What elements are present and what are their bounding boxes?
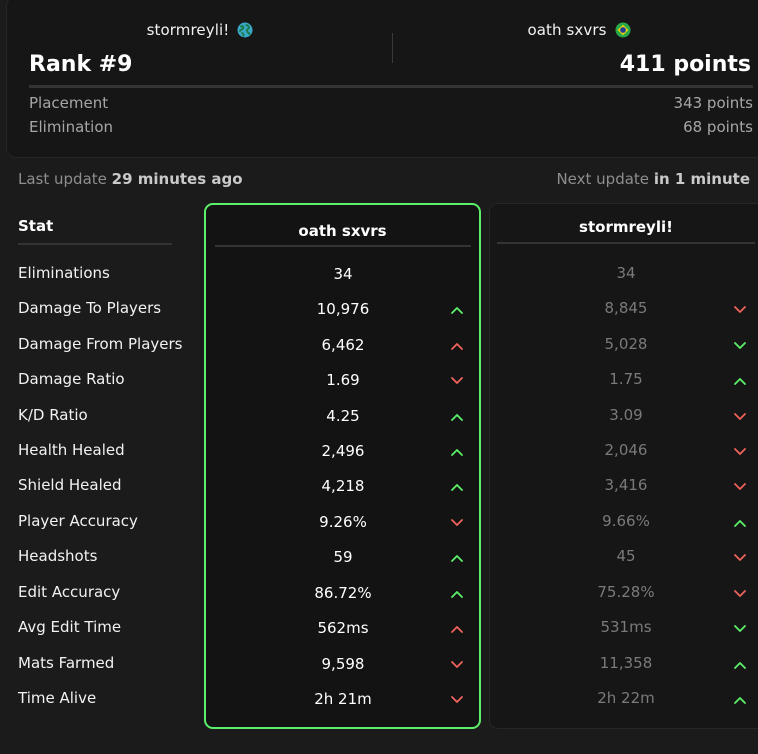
breakdown-value: 343 points	[673, 94, 753, 112]
stat-value-stormreyli: 3.09	[609, 406, 643, 424]
brazil-flag-icon	[615, 22, 631, 38]
stat-value-stormreyli: 531ms	[600, 618, 652, 636]
stat-value-oath-sxvrs: 9.26%	[319, 513, 367, 531]
chevron-down-icon	[734, 590, 746, 598]
member-name: stormreyli!	[146, 21, 230, 39]
stat-value-oath-sxvrs: 1.69	[326, 371, 360, 389]
member-divider	[392, 33, 393, 63]
chevron-up-icon	[451, 554, 463, 562]
stat-value-oath-sxvrs: 4,218	[321, 477, 365, 495]
chevron-up-icon	[451, 413, 463, 421]
stat-label: Edit Accuracy	[18, 583, 121, 601]
stat-value-oath-sxvrs: 86.72%	[314, 584, 372, 602]
player-column-title: stormreyli!	[579, 218, 673, 236]
next-update: Next update in 1 minute	[556, 170, 750, 188]
stat-value-oath-sxvrs: 6,462	[321, 336, 365, 354]
chevron-up-icon	[734, 661, 746, 669]
team-summary-card: stormreyli! oath sxvrs Rank #9 411 po	[6, 0, 758, 158]
player-column-title: oath sxvrs	[298, 222, 387, 240]
player-column-oath-sxvrs[interactable]: oath sxvrs	[204, 203, 481, 729]
member-name: oath sxvrs	[527, 21, 607, 39]
last-update: Last update 29 minutes ago	[18, 170, 243, 188]
stat-label: Avg Edit Time	[18, 618, 122, 636]
breakdown-label: Elimination	[29, 118, 114, 136]
points-breakdown-placement: Placement 343 points	[29, 94, 753, 114]
points-breakdown-elimination: Elimination 68 points	[29, 118, 753, 138]
stat-value-stormreyli: 1.75	[609, 370, 643, 388]
player-column-underline	[497, 242, 755, 244]
stat-value-oath-sxvrs: 9,598	[321, 655, 365, 673]
last-update-prefix: Last update	[18, 170, 107, 188]
stat-value-stormreyli: 3,416	[604, 476, 648, 494]
stat-value-oath-sxvrs: 2h 21m	[314, 690, 372, 708]
stat-label: Shield Healed	[18, 476, 122, 494]
last-update-value: 29 minutes ago	[111, 170, 243, 188]
stat-value-stormreyli: 8,845	[604, 299, 648, 317]
stat-label: Damage To Players	[18, 299, 162, 317]
chevron-down-icon	[734, 342, 746, 350]
chevron-up-icon	[734, 519, 746, 527]
stat-label: Mats Farmed	[18, 654, 115, 672]
stat-header-underline	[18, 243, 172, 245]
stat-value-oath-sxvrs: 2,496	[321, 442, 365, 460]
stat-label: Health Healed	[18, 441, 125, 459]
member-oath-sxvrs[interactable]: oath sxvrs	[393, 15, 758, 45]
chevron-up-icon	[451, 625, 463, 633]
chevron-down-icon	[734, 413, 746, 421]
stat-value-oath-sxvrs: 562ms	[317, 619, 369, 637]
stat-label: Player Accuracy	[18, 512, 138, 530]
stat-value-stormreyli: 45	[616, 547, 636, 565]
stat-value-oath-sxvrs: 34	[333, 265, 353, 283]
team-rank: Rank #9	[29, 52, 133, 77]
stat-value-stormreyli: 34	[616, 264, 636, 282]
stat-label: Damage Ratio	[18, 370, 125, 388]
show-more-hint[interactable]	[350, 748, 420, 754]
stat-value-oath-sxvrs: 4.25	[326, 407, 360, 425]
rank-separator	[29, 85, 753, 88]
stat-label: Headshots	[18, 547, 98, 565]
stat-label: Eliminations	[18, 264, 110, 282]
chevron-up-icon	[451, 590, 463, 598]
stat-value-oath-sxvrs: 59	[333, 548, 353, 566]
chevron-down-icon	[451, 696, 463, 704]
member-stormreyli[interactable]: stormreyli!	[7, 15, 393, 45]
chevron-down-icon	[734, 306, 746, 314]
stat-value-stormreyli: 11,358	[599, 654, 653, 672]
stat-value-stormreyli: 2h 22m	[597, 689, 655, 707]
chevron-down-icon	[734, 554, 746, 562]
chevron-up-icon	[734, 696, 746, 704]
chevron-down-icon	[734, 625, 746, 633]
stat-value-stormreyli: 75.28%	[597, 583, 655, 601]
chevron-down-icon	[451, 377, 463, 385]
chevron-up-icon	[451, 483, 463, 491]
chevron-down-icon	[734, 483, 746, 491]
stat-column-header: Stat	[18, 217, 54, 235]
chevron-down-icon	[734, 448, 746, 456]
stat-value-stormreyli: 2,046	[604, 441, 648, 459]
breakdown-value: 68 points	[683, 118, 753, 136]
next-update-prefix: Next update	[556, 170, 650, 188]
player-column-underline	[215, 245, 471, 247]
stat-value-stormreyli: 9.66%	[602, 512, 650, 530]
stat-value-stormreyli: 5,028	[604, 335, 648, 353]
breakdown-label: Placement	[29, 94, 109, 112]
stat-label: Damage From Players	[18, 335, 183, 353]
globe-icon	[237, 22, 253, 38]
chevron-down-icon	[451, 661, 463, 669]
total-points: 411 points	[619, 52, 751, 77]
chevron-up-icon	[734, 377, 746, 385]
chevron-up-icon	[451, 306, 463, 314]
stat-label: K/D Ratio	[18, 406, 88, 424]
chevron-up-icon	[451, 448, 463, 456]
team-members: stormreyli! oath sxvrs	[7, 15, 758, 63]
stat-label: Time Alive	[18, 689, 97, 707]
chevron-down-icon	[451, 519, 463, 527]
chevron-up-icon	[451, 342, 463, 350]
stat-value-oath-sxvrs: 10,976	[316, 300, 370, 318]
next-update-value: in 1 minute	[653, 170, 750, 188]
player-column-stormreyli[interactable]: stormreyli!	[489, 203, 758, 729]
